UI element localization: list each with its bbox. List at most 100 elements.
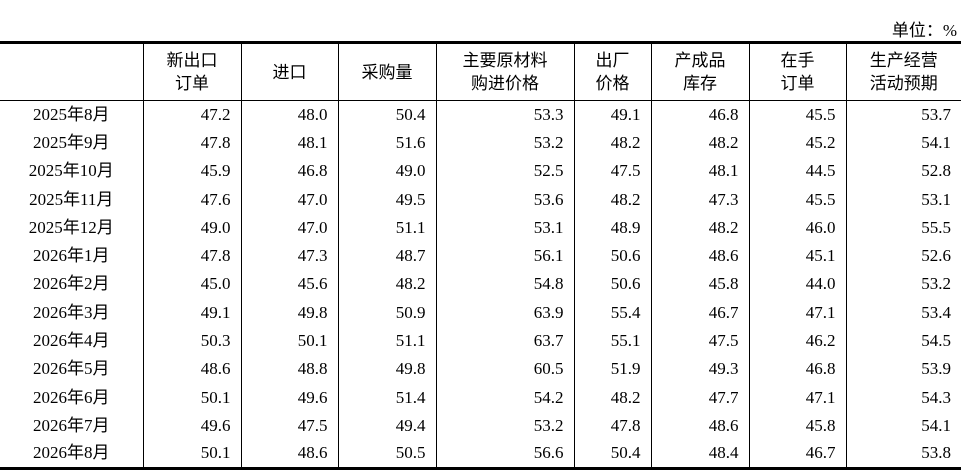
cell: 53.2 xyxy=(435,411,574,441)
row-label: 2025年10月 xyxy=(28,161,114,181)
cell: 47.8 xyxy=(142,128,241,158)
row-label: 2026年6月 xyxy=(33,387,110,407)
cell: 52.8 xyxy=(845,157,961,186)
cell: 60.5 xyxy=(435,355,574,384)
cell: 54.8 xyxy=(435,270,574,299)
header-cell: 生产经营 活动预期 xyxy=(845,41,961,101)
cell: 47.5 xyxy=(650,326,749,356)
cell: 45.6 xyxy=(240,270,338,299)
data-table: 新出口订单 进口 采购量 主要原材料 购进价格 出厂价格 产成品库存 在手 订单 生产经营 活动预期… xyxy=(0,41,961,470)
cell: 53.3 xyxy=(435,100,574,129)
data-row: 2025年10月 45.9 46.8 49.0 52.5 47.5 48.1 44.5 52.8 xyxy=(0,157,961,186)
cell: 54.5 xyxy=(845,326,961,356)
cell: 48.4 xyxy=(650,440,749,470)
header-line: 产成品 xyxy=(674,51,726,70)
cell: 47.0 xyxy=(240,185,338,214)
cell: 53.4 xyxy=(845,298,961,327)
cell: 47.0 xyxy=(240,213,338,242)
cell: 53.7 xyxy=(845,100,961,129)
header-line: 购进价格 xyxy=(471,74,539,93)
cell: 45.8 xyxy=(748,411,846,441)
cell: 55.1 xyxy=(573,326,651,356)
cell: 52.6 xyxy=(845,241,961,271)
cell: 49.0 xyxy=(142,213,241,242)
cell: 50.4 xyxy=(573,440,651,470)
cell: 45.8 xyxy=(650,270,749,299)
cell: 46.8 xyxy=(650,100,749,129)
cell: 50.3 xyxy=(142,326,241,356)
cell: 45.0 xyxy=(142,270,241,299)
cell: 50.6 xyxy=(573,270,651,299)
data-row: 2026年5月 48.6 48.8 49.8 60.5 51.9 49.3 46.8 53.9 xyxy=(0,355,961,384)
data-row: 2026年2月 45.0 45.6 48.2 54.8 50.6 45.8 44.0 53.2 xyxy=(0,270,961,299)
cell: 51.1 xyxy=(337,213,436,242)
data-row: 2025年8月 47.2 48.0 50.4 53.3 49.1 46.8 45.5 53.7 xyxy=(0,100,961,129)
header-line: 新出口 xyxy=(166,51,218,70)
cell: 54.1 xyxy=(845,411,961,441)
cell: 48.6 xyxy=(650,411,749,441)
row-label: 2026年2月 xyxy=(33,274,110,294)
header-line: 进口 xyxy=(272,62,307,82)
cell: 55.4 xyxy=(573,298,651,327)
cell: 48.2 xyxy=(573,128,651,158)
cell: 50.6 xyxy=(573,241,651,271)
cell: 46.7 xyxy=(748,440,846,470)
cell: 49.5 xyxy=(337,185,436,214)
cell: 50.5 xyxy=(337,440,436,470)
cell: 47.5 xyxy=(240,411,338,441)
cell: 47.8 xyxy=(142,241,241,271)
cell: 47.6 xyxy=(142,185,241,214)
cell: 51.4 xyxy=(337,383,436,412)
cell: 46.8 xyxy=(748,355,846,384)
cell: 47.1 xyxy=(748,298,846,327)
cell: 63.9 xyxy=(435,298,574,327)
header-line: 出厂 xyxy=(595,51,630,70)
cell: 50.1 xyxy=(142,440,241,470)
cell: 49.8 xyxy=(337,355,436,384)
cell: 49.3 xyxy=(650,355,749,384)
data-row: 2026年1月 47.8 47.3 48.7 56.1 50.6 48.6 45.1 52.6 xyxy=(0,241,961,271)
data-row: 2025年11月 47.6 47.0 49.5 53.6 48.2 47.3 45.5 53.1 xyxy=(0,185,961,214)
unit-label: 单位：% xyxy=(891,21,957,40)
cell: 54.1 xyxy=(845,128,961,158)
data-row: 2026年6月 50.1 49.6 51.4 54.2 48.2 47.7 47.1 54.3 xyxy=(0,383,961,412)
cell: 48.1 xyxy=(240,128,338,158)
cell: 45.5 xyxy=(748,185,846,214)
header-cell: 在手 订单 xyxy=(748,41,846,101)
cell: 48.2 xyxy=(573,185,651,214)
row-label: 2026年5月 xyxy=(33,359,110,379)
cell: 47.8 xyxy=(573,411,651,441)
cell: 51.6 xyxy=(337,128,436,158)
cell: 48.2 xyxy=(650,128,749,158)
cell: 46.0 xyxy=(748,213,846,242)
cell: 50.9 xyxy=(337,298,436,327)
header-cell: 采购量 xyxy=(337,41,436,101)
cell: 53.1 xyxy=(435,213,574,242)
cell: 50.1 xyxy=(142,383,241,412)
header-row: 新出口订单 进口 采购量 主要原材料 购进价格 出厂价格 产成品库存 在手 订单 生产经营 活动预期 xyxy=(0,41,961,101)
cell: 45.9 xyxy=(142,157,241,186)
row-label: 2026年4月 xyxy=(33,331,110,351)
header-line: 生产经营 xyxy=(869,51,938,70)
row-label: 2025年12月 xyxy=(28,217,114,237)
header-line: 采购量 xyxy=(361,62,413,82)
cell: 48.2 xyxy=(337,270,436,299)
cell: 48.7 xyxy=(337,241,436,271)
cell: 49.4 xyxy=(337,411,436,441)
header-line: 价格 xyxy=(595,74,630,93)
row-label: 2025年8月 xyxy=(33,104,110,124)
cell: 47.2 xyxy=(142,100,241,129)
cell: 48.0 xyxy=(240,100,338,129)
header-line: 库存 xyxy=(683,74,717,93)
cell: 45.5 xyxy=(748,100,846,129)
cell: 51.9 xyxy=(573,355,651,384)
cell: 48.6 xyxy=(142,355,241,384)
header-cell: 主要原材料 购进价格 xyxy=(435,41,574,101)
cell: 54.3 xyxy=(845,383,961,412)
cell: 51.1 xyxy=(337,326,436,356)
cell: 55.5 xyxy=(845,213,961,242)
cell: 48.2 xyxy=(573,383,651,412)
cell: 56.1 xyxy=(435,241,574,271)
header-line: 订单 xyxy=(780,74,815,93)
